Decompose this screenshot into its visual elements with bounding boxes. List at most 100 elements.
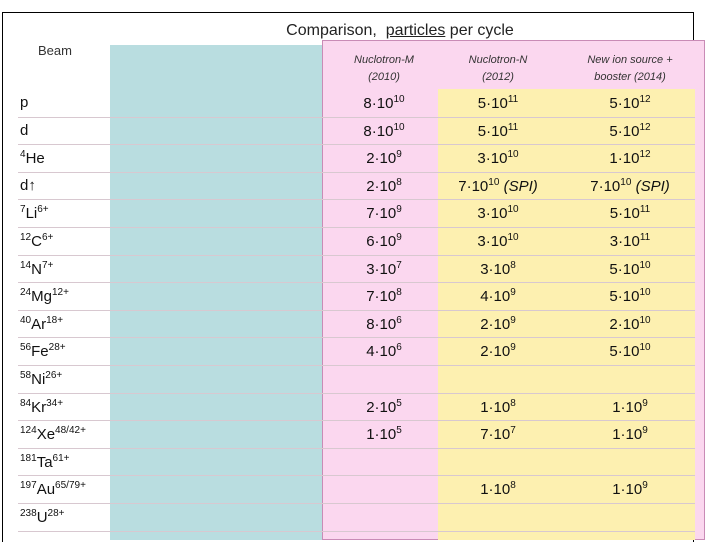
element: Ar: [31, 315, 47, 333]
row-rule: [18, 392, 695, 394]
intensity-exponent: 9: [642, 425, 648, 437]
intensity-base: 5·10: [609, 343, 640, 361]
intensity: 5·1011: [442, 122, 554, 140]
intensity-base: 2·10: [480, 315, 511, 333]
element: d: [20, 121, 29, 139]
intensity-exponent: 11: [507, 94, 519, 105]
intensity-exponent: 9: [510, 342, 516, 354]
element: d↑: [20, 176, 36, 194]
element: Kr: [31, 398, 47, 416]
element: Ta: [36, 453, 53, 471]
element: Mg: [31, 288, 52, 306]
row-rule: [18, 503, 695, 504]
intensity-exponent: 11: [639, 204, 651, 216]
intensity: 7·1010 (SPI): [442, 177, 554, 195]
intensity-exponent: 9: [510, 314, 516, 326]
row-rule: [18, 309, 695, 311]
intensity: 3·1010: [442, 204, 554, 222]
intensity-base: 1·10: [609, 150, 640, 168]
intensity-base: 3·10: [477, 150, 508, 168]
intensity: 8·106: [330, 315, 438, 333]
intensity: 1·108: [442, 398, 554, 416]
row-rule: [18, 171, 695, 173]
mass-number: 56: [20, 342, 32, 354]
intensity-exponent: 10: [507, 204, 519, 216]
intensity-base: 8·10: [363, 122, 394, 140]
intensity-exponent: 9: [642, 480, 648, 492]
title-text: per cycle: [449, 22, 514, 39]
intensity-base: 7·10: [366, 288, 397, 306]
intensity: 8·1010: [330, 122, 438, 140]
intensity-exponent: 12: [639, 149, 651, 161]
intensity-exponent: 10: [488, 176, 500, 188]
row-rule: [18, 254, 695, 256]
charge-state: 28+: [47, 508, 65, 519]
intensity-base: 2·10: [480, 343, 511, 361]
row-rule: [18, 420, 695, 422]
beam-label: d↑: [20, 177, 36, 194]
row-rule: [18, 337, 695, 339]
charge-state: 18+: [46, 314, 64, 326]
charge-state: 61+: [52, 452, 70, 464]
intensity-exponent: 6: [396, 314, 402, 326]
intensity: 1·1012: [565, 149, 695, 167]
intensity-base: 4·10: [366, 343, 397, 361]
intensity-exponent: 9: [396, 204, 402, 216]
mass-number: 84: [20, 397, 32, 409]
intensity: 3·1010: [442, 149, 554, 167]
intensity-exponent: 12: [639, 121, 651, 133]
row-rule: [18, 475, 695, 477]
charge-state: 65/79+: [55, 480, 86, 492]
intensity-exponent: 8: [396, 176, 402, 188]
intensity-base: 5·10: [477, 95, 508, 112]
header-line: Beam: [38, 43, 72, 58]
beam-label: p: [20, 94, 28, 111]
mass-number: 238: [20, 508, 37, 519]
row-rule: [18, 144, 695, 146]
intensity: 7·108: [330, 287, 438, 305]
intensity: 3·1011: [565, 232, 695, 250]
intensity: 7·1010 (SPI): [565, 177, 695, 195]
intensity: 5·1012: [565, 94, 695, 112]
title-underlined: particles: [385, 22, 446, 39]
intensity: 2·105: [330, 398, 438, 416]
element: Fe: [31, 343, 49, 361]
element: N: [31, 260, 42, 278]
intensity-exponent: 8: [396, 287, 402, 299]
intensity-exponent: 9: [642, 397, 648, 409]
header-line: booster (2014): [594, 71, 666, 83]
intensity-base: 8·10: [366, 315, 397, 333]
intensity-base: 3·10: [477, 233, 508, 250]
intensity-exponent: 5: [396, 397, 402, 409]
element: He: [25, 150, 45, 168]
element: Au: [36, 481, 56, 499]
element: C: [31, 233, 42, 250]
charge-state: 34+: [46, 397, 64, 409]
intensity-note: (SPI): [499, 177, 538, 195]
intensity: 1·109: [565, 425, 695, 443]
header-line: (2010): [368, 71, 400, 83]
row-rule: [18, 227, 695, 228]
element: U: [36, 509, 48, 526]
intensity: 1·108: [442, 480, 554, 498]
intensity-base: 2·10: [366, 177, 397, 195]
mass-number: 12: [20, 232, 32, 243]
intensity-exponent: 10: [639, 342, 651, 354]
mass-number: 124: [20, 425, 37, 437]
intensity: 2·1010: [565, 315, 695, 333]
intensity-exponent: 8: [510, 480, 516, 492]
charge-state: 7+: [41, 259, 54, 271]
intensity: 1·109: [565, 398, 695, 416]
beam-label: 197Au65/79+: [20, 480, 86, 498]
mass-number: 40: [20, 314, 32, 326]
intensity-base: 7·10: [458, 177, 489, 195]
mass-number: 24: [20, 287, 32, 299]
intensity-exponent: 10: [639, 314, 651, 326]
intensity-base: 1·10: [612, 481, 643, 499]
beam-label: 14N7+: [20, 260, 53, 278]
charge-state: 48/42+: [55, 425, 86, 437]
intensity: 1·105: [330, 425, 438, 443]
intensity: 3·108: [442, 260, 554, 278]
beam-label: 7Li6+: [20, 204, 49, 222]
